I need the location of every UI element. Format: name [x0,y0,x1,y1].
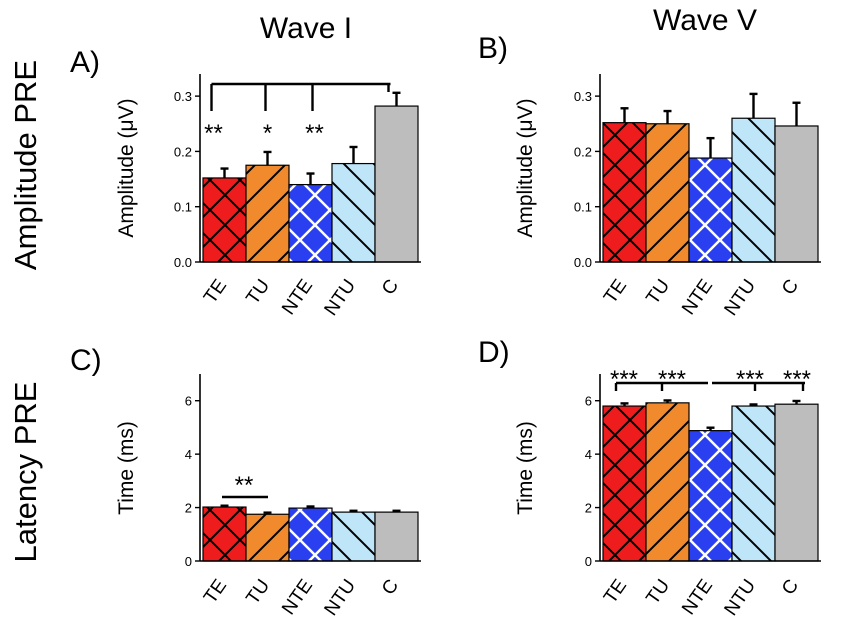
bar-hatch-tu [246,514,289,561]
bar-hatch-tu [646,123,689,262]
bar-hatch-nte [689,430,732,561]
significance-star-ntu: *** [736,366,764,393]
bar-c [375,106,418,262]
bar-hatch-te [603,406,646,561]
category-label: TU [642,276,674,309]
bar-hatch-nte [289,184,332,262]
bar-hatch-te [203,177,246,262]
y-tick-label: 0.2 [174,144,192,159]
y-tick-label: 0.0 [174,255,192,270]
bar-hatch-tu [646,402,689,561]
category-label: C [778,576,803,599]
bar-c [775,125,818,262]
column-header-wave-v: Wave V [653,4,757,37]
panel-a: A) TE TU NTE NTU C 0.0 0.1 0.2 0.3 Amplitude (μV) *… [70,46,421,320]
category-label: NTU [321,276,361,320]
category-label: NTU [721,276,761,320]
y-tick-label: 0 [185,554,192,569]
category-label: TU [242,576,274,609]
y-tick-label: 0.1 [574,200,592,215]
significance-star-te: ** [204,120,223,147]
panel-label: C) [70,344,102,377]
row-header-latency: Latency PRE [8,382,43,563]
significance-star-c: *** [783,366,811,393]
y-tick-label: 4 [185,447,192,462]
significance-star-tu: * [263,120,272,147]
category-label: NTE [278,576,317,619]
panel-label: A) [70,46,100,79]
column-header-wave-i: Wave I [260,12,352,45]
bar-hatch-ntu [332,163,375,262]
y-tick-label: 0 [585,554,592,569]
panel-label: D) [478,336,510,369]
category-label: TU [642,576,674,609]
row-header-amplitude: Amplitude PRE [8,60,43,270]
significance-star-nte: ** [305,120,324,147]
panel-b: B) TE TU NTE NTU C 0.0 0.1 0.2 0.3 Amplitude (μV) [478,32,821,320]
y-tick-label: 2 [185,501,192,516]
y-tick-label: 4 [585,447,592,462]
category-label: NTE [678,576,717,619]
bar-hatch-tu [246,165,289,262]
bar-c [775,404,818,561]
y-axis-label: Amplitude (μV) [514,98,537,237]
significance-star-te-tu: ** [235,472,254,499]
panel-label: B) [478,32,508,65]
y-tick-label: 6 [585,394,592,409]
y-tick-label: 6 [185,394,192,409]
y-tick-label: 2 [585,501,592,516]
panel-c: C) TE TU NTE NTU C 0 2 4 6 Time (ms) ** [70,344,421,620]
category-label: NTE [278,276,317,319]
y-axis-label: Amplitude (μV) [115,98,138,237]
bar-hatch-ntu [732,406,775,561]
category-label: C [778,276,803,299]
bar-hatch-ntu [732,118,775,262]
category-label: NTE [678,276,717,319]
bar-c [375,512,418,561]
y-tick-label: 0.3 [574,89,592,104]
category-label: TU [242,276,274,309]
bar-hatch-te [603,122,646,263]
y-tick-label: 0.1 [174,200,192,215]
category-label: NTU [721,576,761,620]
significance-star-tu: *** [658,366,686,393]
category-label: C [378,576,403,599]
category-label: TE [600,276,631,308]
bar-hatch-nte [289,508,332,561]
y-tick-label: 0.0 [574,255,592,270]
category-label: TE [200,576,231,608]
y-axis-label: Time (ms) [514,421,537,515]
category-label: NTU [321,576,361,620]
category-label: C [378,276,403,299]
y-tick-label: 0.3 [174,89,192,104]
bar-hatch-te [203,507,246,561]
bar-hatch-nte [689,158,732,262]
y-tick-label: 0.2 [574,144,592,159]
significance-star-te: *** [610,366,638,393]
category-label: TE [200,276,231,308]
bar-hatch-ntu [332,512,375,561]
y-axis-label: Time (ms) [115,421,138,515]
panel-d: D) TE TU NTE NTU C 0 2 4 6 Time (ms) *** *** *** *** [478,336,821,620]
category-label: TE [600,576,631,608]
